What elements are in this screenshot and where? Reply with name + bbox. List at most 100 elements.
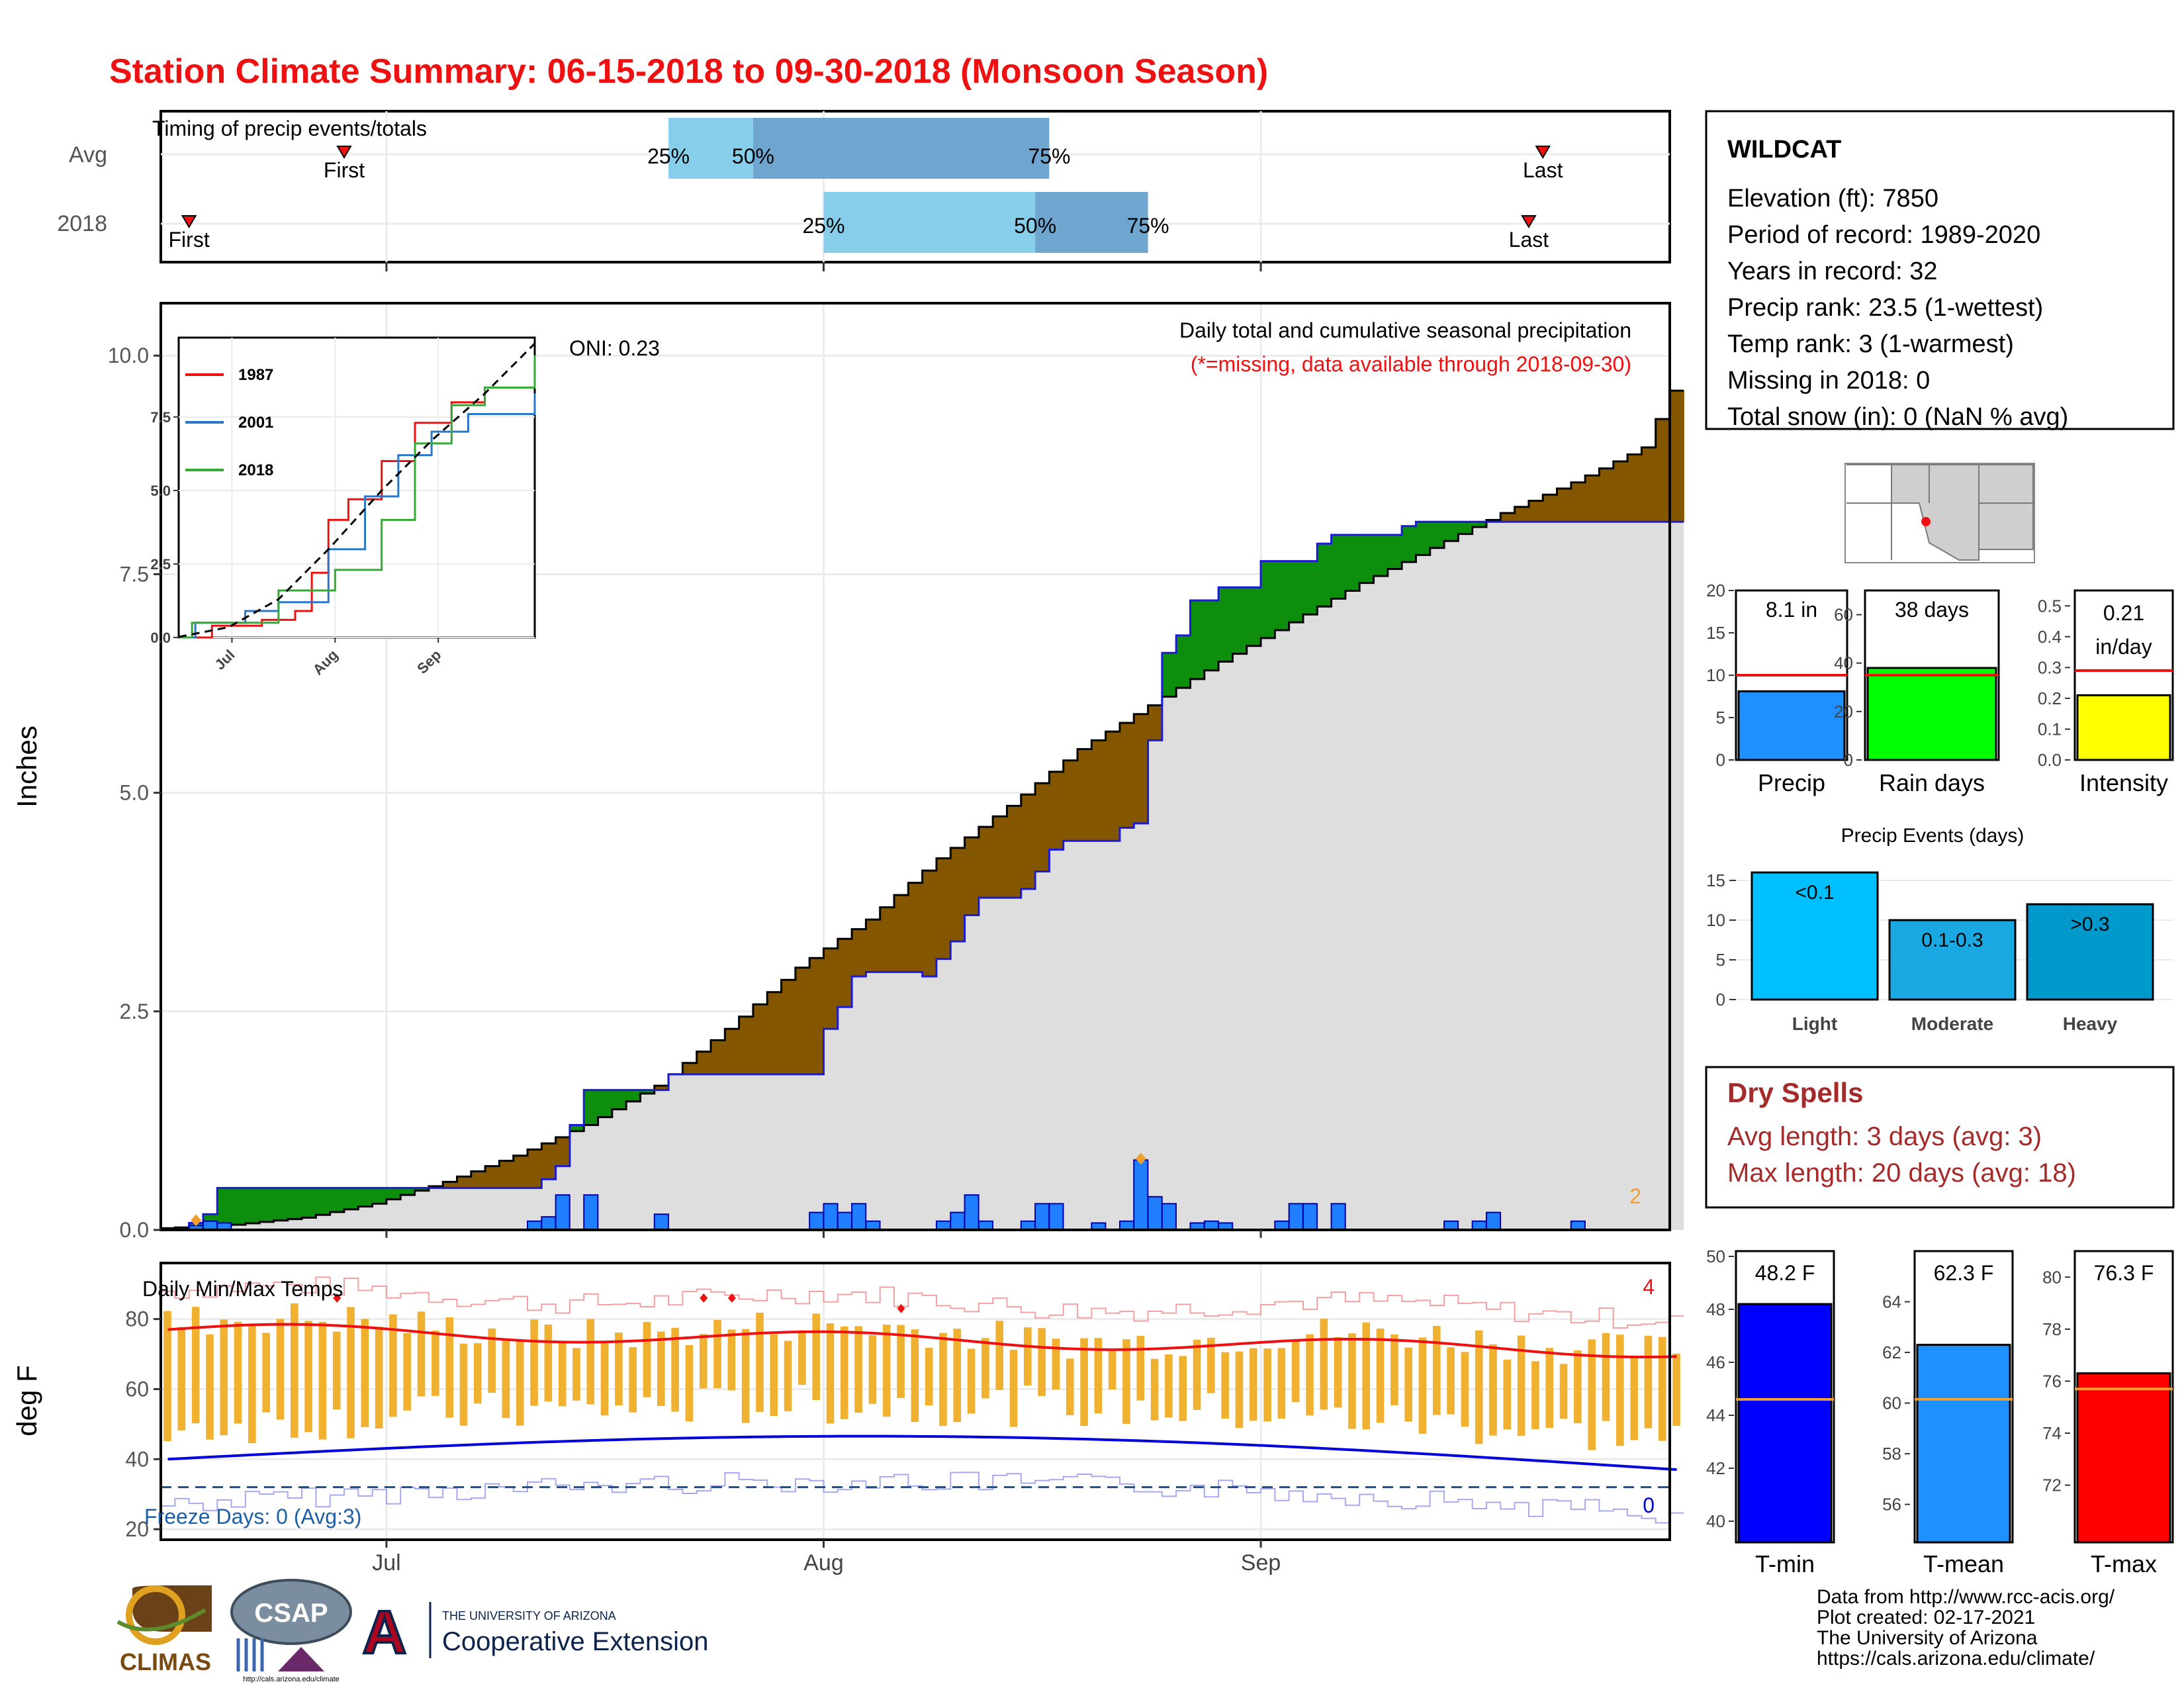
- daily-temp-bar-27: [544, 1324, 553, 1402]
- cum-diff-77: [1035, 783, 1050, 872]
- event-category-0: Light: [1792, 1013, 1837, 1034]
- timing-first-label-1: First: [169, 228, 210, 252]
- station-period: Period of record: 1989-2020: [1727, 221, 2040, 249]
- events-ytick-label-3: 15: [1706, 870, 1725, 890]
- daily-temp-bar-99: [1559, 1364, 1568, 1419]
- temp-bar-ytick-label-2-1: 74: [2042, 1423, 2062, 1443]
- inset-ytick-label-3: 7.5: [150, 409, 171, 426]
- temp-title: Daily Min/Max Temps: [142, 1277, 343, 1301]
- daily-precip-bar-22: [1133, 1159, 1149, 1231]
- daily-temp-bar-66: [1094, 1338, 1103, 1414]
- station-missing: Missing in 2018: 0: [1727, 367, 1930, 395]
- dry-spells-max: Max length: 20 days (avg: 18): [1727, 1158, 2076, 1188]
- daily-temp-bar-46: [812, 1313, 821, 1400]
- station-years: Years in record: 32: [1727, 258, 1938, 285]
- cum-diff-71: [950, 847, 966, 942]
- cum-diff-57: [752, 1004, 768, 1074]
- daily-temp-bar-7: [262, 1333, 270, 1413]
- daily-temp-bar-81: [1306, 1334, 1314, 1416]
- daily-precip-bar-7: [653, 1213, 669, 1231]
- daily-temp-bar-18: [417, 1311, 426, 1397]
- daily-precip-bar-23: [1147, 1196, 1163, 1231]
- station-name: WILDCAT: [1727, 136, 1841, 164]
- daily-temp-bar-15: [375, 1327, 383, 1429]
- daily-temp-bar-2: [191, 1307, 200, 1424]
- cum-diff-96: [1302, 561, 1318, 615]
- daily-temp-bar-103: [1615, 1335, 1624, 1446]
- daily-temp-bar-89: [1418, 1337, 1427, 1434]
- mini-ytick-label-1-2: 40: [1834, 653, 1853, 673]
- temperature-summary-bars: 48.2 F 40 42 44 46 48 50 T-min 62.3 F 56 58 60 62 64 T…: [1706, 1246, 2174, 1577]
- record-high-marker-3: [897, 1303, 905, 1313]
- daily-temp-bar-85: [1362, 1322, 1371, 1430]
- cum-diff-65: [866, 919, 881, 972]
- daily-precip-bar-19: [1048, 1203, 1064, 1231]
- daily-temp-bar-36: [671, 1327, 679, 1412]
- daily-temp-bar-13: [347, 1307, 355, 1438]
- credit-line-1: Data from http://www.rcc-acis.org/: [1817, 1586, 2115, 1608]
- cum-diff-94: [1275, 561, 1290, 630]
- temp-ytick-label-1: 40: [125, 1447, 149, 1471]
- mini-ytick-label-1-3: 60: [1834, 605, 1853, 625]
- mini-ytick-label-2-1: 0.1: [2038, 719, 2062, 739]
- daily-temp-bar-12: [332, 1331, 341, 1410]
- main-ytick-label-4: 10.0: [108, 344, 149, 367]
- daily-temp-bar-106: [1658, 1336, 1666, 1441]
- daily-temp-bar-30: [586, 1319, 595, 1405]
- cum-diff-20: [231, 1188, 246, 1225]
- cum-diff-26: [316, 1188, 331, 1215]
- daily-temp-bar-67: [1108, 1349, 1116, 1390]
- daily-temp-bar-100: [1574, 1350, 1582, 1424]
- mini-ytick-label-2-2: 0.2: [2038, 688, 2062, 708]
- daily-precip-bar-8: [809, 1211, 825, 1231]
- station-info-box: WILDCAT Elevation (ft): 7850 Period of r…: [1705, 110, 2175, 431]
- inset-ytick-label-0: 0.0: [150, 630, 171, 646]
- daily-precip-bar-34: [1485, 1211, 1502, 1231]
- cum-diff-62: [823, 948, 839, 1029]
- cum-diff-49: [640, 1090, 655, 1094]
- daily-precip-bar-6: [583, 1194, 599, 1231]
- cum-diff-92: [1246, 587, 1261, 646]
- event-bar-label-2: >0.3: [2070, 914, 2109, 935]
- mini-ytick-label-2-0: 0.0: [2038, 750, 2062, 770]
- freeze-label: Freeze Days: 0 (Avg:3): [144, 1505, 361, 1528]
- timing-row-label-2018: 2018: [57, 211, 107, 236]
- cum-diff-98: [1331, 535, 1346, 599]
- daily-temp-bar-53: [911, 1329, 919, 1423]
- events-ytick-label-2: 10: [1706, 910, 1725, 930]
- cum-diff-75: [1007, 806, 1022, 898]
- cum-diff-55: [725, 1029, 740, 1074]
- daily-temp-bar-101: [1588, 1339, 1596, 1450]
- inset-series-2018: [179, 355, 536, 639]
- cum-diff-101: [1373, 535, 1388, 577]
- daily-temp-bar-49: [854, 1326, 862, 1413]
- climas-logo-text: CLIMAS: [120, 1648, 211, 1675]
- temp-bar-ytick-label-1-3: 62: [1882, 1342, 1901, 1362]
- cum-diff-95: [1289, 561, 1304, 623]
- cum-diff-106: [1444, 522, 1459, 541]
- cum-diff-43: [555, 1137, 570, 1166]
- daily-temp-bar-54: [925, 1348, 933, 1406]
- cum-diff-93: [1261, 561, 1275, 638]
- mini-value-1: 38 days: [1895, 598, 1969, 622]
- temp-bar-ytick-label-0-2: 44: [1706, 1405, 1725, 1425]
- daily-temp-bar-25: [516, 1339, 524, 1426]
- daily-temp-bar-60: [1009, 1350, 1018, 1427]
- cum-diff-19: [217, 1188, 232, 1226]
- daily-temp-bar-63: [1052, 1338, 1060, 1390]
- timing-marker-last-0: [1535, 146, 1551, 159]
- event-bar-moderate: [1888, 919, 2017, 1001]
- cum-diff-42: [541, 1143, 557, 1180]
- cum-diff-25: [302, 1188, 316, 1218]
- cum-diff-114: [1557, 489, 1572, 522]
- location-map: [1844, 463, 2035, 563]
- dry-spells-box: Dry Spells Avg length: 3 days (avg: 3) M…: [1705, 1066, 2175, 1209]
- daily-temp-bar-5: [234, 1321, 242, 1424]
- cum-diff-73: [978, 827, 993, 898]
- daily-temp-bar-11: [318, 1321, 327, 1440]
- cum-diff-82: [1105, 731, 1120, 841]
- daily-temp-bar-107: [1672, 1353, 1680, 1427]
- daily-temp-bar-72: [1179, 1356, 1187, 1421]
- cum-diff-88: [1190, 600, 1205, 679]
